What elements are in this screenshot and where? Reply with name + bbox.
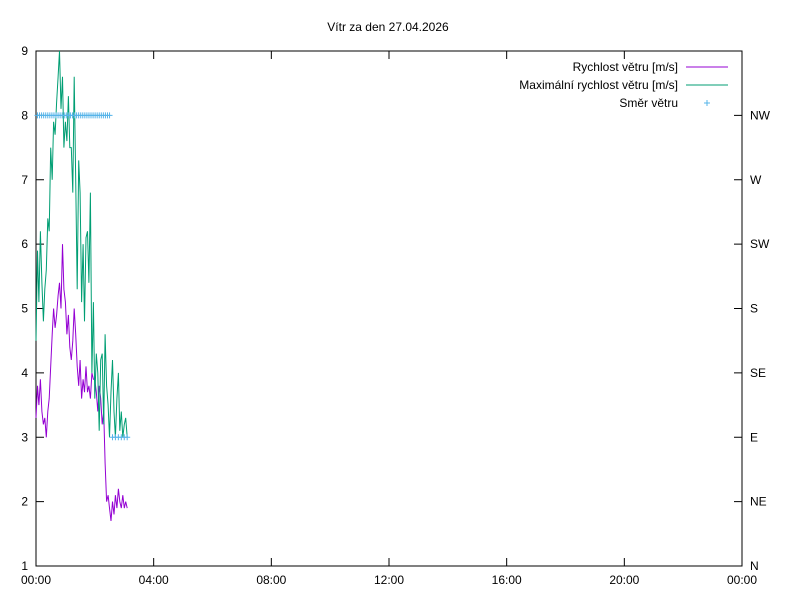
legend-label: Maximální rychlost větru [m/s] bbox=[519, 78, 678, 92]
x-tick-label: 04:00 bbox=[139, 573, 169, 587]
series-layer bbox=[34, 50, 131, 521]
y2-tick-label: SW bbox=[750, 237, 770, 251]
y-tick-label: 4 bbox=[21, 366, 28, 380]
series-points-2 bbox=[34, 112, 131, 441]
x-axis-ticks: 00:00 04:00 08:00 12:00 16:00 20:00 00:00 bbox=[21, 51, 757, 587]
y-tick-label: 7 bbox=[21, 173, 28, 187]
y-tick-label: 2 bbox=[21, 495, 28, 509]
y2-tick-label: NE bbox=[750, 495, 767, 509]
legend: Rychlost větru [m/s] Maximální rychlost v… bbox=[519, 60, 728, 110]
x-tick-label: 00:00 bbox=[21, 573, 51, 587]
series-line-0 bbox=[35, 244, 128, 521]
y2-tick-label: N bbox=[750, 559, 759, 573]
chart-title: Vítr za den 27.04.2026 bbox=[327, 20, 449, 34]
y2-axis-ticks: N NE E SE S SW W NW bbox=[734, 108, 771, 573]
x-tick-label: 08:00 bbox=[256, 573, 286, 587]
direction-point bbox=[106, 112, 113, 119]
x-tick-label: 00:00 bbox=[727, 573, 757, 587]
direction-point bbox=[124, 434, 131, 441]
legend-label: Rychlost větru [m/s] bbox=[573, 60, 678, 74]
x-tick-label: 12:00 bbox=[374, 573, 404, 587]
y-tick-label: 1 bbox=[21, 559, 28, 573]
y2-tick-label: SE bbox=[750, 366, 766, 380]
y2-tick-label: S bbox=[750, 302, 758, 316]
y-tick-label: 8 bbox=[21, 108, 28, 122]
series-line-1 bbox=[35, 50, 128, 438]
y-tick-label: 5 bbox=[21, 302, 28, 316]
y-tick-label: 6 bbox=[21, 237, 28, 251]
y2-tick-label: W bbox=[750, 173, 762, 187]
legend-swatch bbox=[704, 100, 710, 106]
y-tick-label: 3 bbox=[21, 430, 28, 444]
x-tick-label: 16:00 bbox=[492, 573, 522, 587]
x-tick-label: 20:00 bbox=[609, 573, 639, 587]
y2-tick-label: E bbox=[750, 430, 758, 444]
y-axis-ticks: 1 2 3 4 5 6 7 8 9 bbox=[21, 44, 44, 573]
plot-frame bbox=[35, 50, 743, 567]
legend-label: Směr větru bbox=[619, 96, 678, 110]
y-tick-label: 9 bbox=[21, 44, 28, 58]
y2-tick-label: NW bbox=[750, 108, 771, 122]
